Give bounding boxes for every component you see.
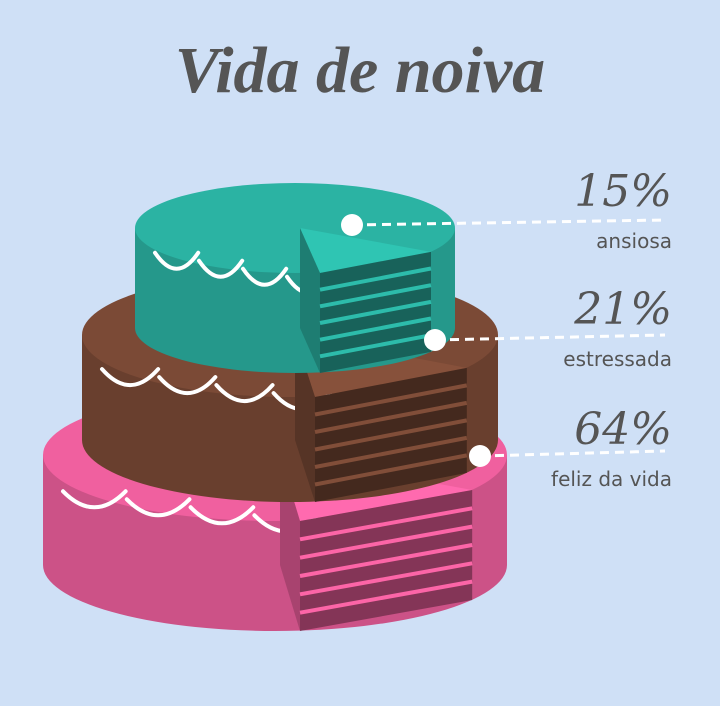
slice-stripe [319,333,432,359]
callout-line [351,218,666,227]
slice-stripe [299,561,473,597]
slice-stripe [314,383,468,417]
category-label: estressada [563,347,672,371]
callout-dot [469,445,491,467]
scallop [100,367,332,411]
value-label: 21% [573,284,672,335]
slice-stripe [299,524,473,560]
slice-stripe [314,435,468,469]
slice-stripe [299,506,473,542]
slice-stripe [319,283,432,309]
slice-front [300,228,320,373]
slice-stripe [319,299,432,325]
callout-line [434,333,666,342]
slice-front [295,335,315,502]
callout-dot [341,214,363,236]
category-label: feliz da vida [551,467,672,491]
slice-stripe [314,418,468,452]
slice-stripe [299,543,473,578]
slice-top-cut [300,228,431,273]
slice-stripe [319,316,432,342]
slice-stripe [314,400,468,434]
slice-stripe [314,453,468,487]
callout-line [479,449,666,458]
value-label: 64% [574,404,672,455]
slice-stripe [299,579,473,615]
slice-stripe [319,266,432,292]
callout-dot [424,329,446,351]
value-label: 15% [574,166,672,217]
category-label: ansiosa [596,229,672,253]
scallop [61,489,320,534]
scallop [153,250,333,295]
chart-title: Vida de noiva [175,34,545,107]
